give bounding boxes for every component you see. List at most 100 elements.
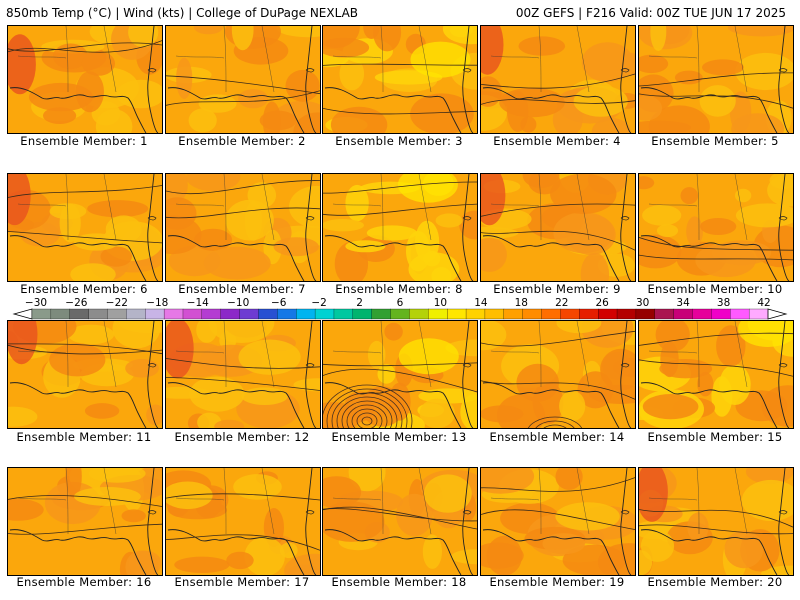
atlantic-coastline <box>305 174 317 281</box>
temperature-map <box>8 321 162 428</box>
state-borders <box>175 468 275 535</box>
temperature-patch <box>88 468 146 483</box>
atlantic-coastline <box>462 26 474 133</box>
temperature-map <box>8 174 162 281</box>
ensemble-panel-6 <box>7 173 163 282</box>
height-contour <box>8 343 162 355</box>
colorbar-tick-label: 10 <box>433 297 448 309</box>
temperature-patch <box>542 533 585 555</box>
state-borders <box>490 468 590 535</box>
temperature-patch <box>518 36 566 56</box>
temperature-patch <box>81 51 115 76</box>
temperature-patch <box>43 107 77 124</box>
state-borders <box>648 321 748 388</box>
temperature-patch <box>552 102 583 133</box>
temperature-patch <box>639 54 669 74</box>
temperature-patch <box>116 79 162 109</box>
colorbar-max-arrow <box>767 308 788 320</box>
temperature-patch <box>734 188 752 203</box>
temperature-patch <box>581 42 634 83</box>
atlantic-coastline <box>620 26 632 133</box>
temperature-patch <box>686 216 703 247</box>
state-borders <box>332 468 432 535</box>
temperature-map <box>8 468 162 575</box>
atlantic-coastline <box>305 26 317 133</box>
atlantic-coastline <box>778 321 790 428</box>
cool-anomaly <box>410 41 471 78</box>
lake-outline <box>462 363 472 368</box>
temperature-patch <box>735 52 793 91</box>
chart-title: 850mb Temp (°C) | Wind (kts) | College o… <box>6 6 359 20</box>
ensemble-panel-12 <box>165 320 321 429</box>
temperature-patch <box>59 203 81 243</box>
lake-outline <box>620 363 630 368</box>
cyclone-contour <box>331 392 403 428</box>
member-caption: Ensemble Member: 12 <box>174 430 310 444</box>
temperature-patch <box>499 87 565 118</box>
colorbar-swatch <box>333 308 354 320</box>
gulf-coastline <box>167 529 305 575</box>
atlantic-coastline <box>620 468 632 575</box>
atlantic-coastline <box>147 321 159 428</box>
colorbar-tick-label: 18 <box>514 297 528 309</box>
temperature-patch <box>174 556 230 573</box>
member-caption: Ensemble Member: 9 <box>493 282 621 296</box>
temperature-patch <box>680 187 699 205</box>
temperature-patch <box>660 341 679 378</box>
colorbar-tick-label: −6 <box>270 297 287 309</box>
colorbar-swatch <box>635 308 656 320</box>
state-borders <box>332 26 432 93</box>
colorbar-swatch <box>220 308 241 320</box>
temperature-patch <box>559 390 586 422</box>
temperature-patch <box>702 59 744 76</box>
colorbar-swatch <box>692 308 712 320</box>
state-borders <box>490 174 590 241</box>
member-caption: Ensemble Member: 7 <box>178 282 306 296</box>
temperature-patch <box>486 535 523 575</box>
temperature-patch <box>70 263 116 281</box>
colorbar-swatch <box>484 308 505 320</box>
temperature-patch <box>573 85 628 117</box>
gulf-coastline <box>482 529 620 575</box>
colorbar-swatch <box>258 308 278 320</box>
colorbar-swatch <box>748 308 769 320</box>
atlantic-coastline <box>620 321 632 428</box>
temperature-patch <box>203 246 271 280</box>
temperature-patch <box>481 405 524 423</box>
temperature-patch <box>238 339 301 375</box>
temperature-map <box>166 321 320 428</box>
temperature-patch <box>481 76 502 107</box>
temperature-patch <box>225 199 274 241</box>
colorbar-tick-label: 34 <box>676 297 690 309</box>
ensemble-panel-20 <box>638 467 794 576</box>
colorbar-swatch <box>711 308 731 320</box>
gulf-coastline <box>324 529 462 575</box>
gulf-coastline <box>9 529 147 575</box>
height-contour <box>481 99 635 105</box>
member-caption: Ensemble Member: 19 <box>489 575 625 589</box>
temperature-patch <box>520 116 537 133</box>
temperature-patch <box>214 419 245 428</box>
height-contour <box>323 508 477 522</box>
ensemble-panel-14 <box>480 320 636 429</box>
height-contour <box>8 231 162 244</box>
colorbar-swatch <box>428 308 448 320</box>
temperature-patch <box>330 106 388 133</box>
gulf-coastline <box>167 235 305 281</box>
lake-outline <box>620 68 630 73</box>
state-borders <box>648 174 748 241</box>
lake-outline <box>305 363 315 368</box>
colorbar-swatch <box>730 308 750 320</box>
ensemble-panel-17 <box>165 467 321 576</box>
member-caption: Ensemble Member: 20 <box>647 575 783 589</box>
lake-outline <box>778 68 788 73</box>
colorbar-tick-label: −18 <box>146 297 169 309</box>
temperature-patch <box>259 110 297 131</box>
temperature-patch <box>481 237 507 272</box>
state-borders <box>175 174 275 241</box>
colorbar-swatch <box>31 308 52 320</box>
temperature-map <box>639 321 793 428</box>
temperature-patch <box>639 234 682 269</box>
temperature-patch <box>100 246 132 267</box>
height-contour <box>639 509 793 528</box>
